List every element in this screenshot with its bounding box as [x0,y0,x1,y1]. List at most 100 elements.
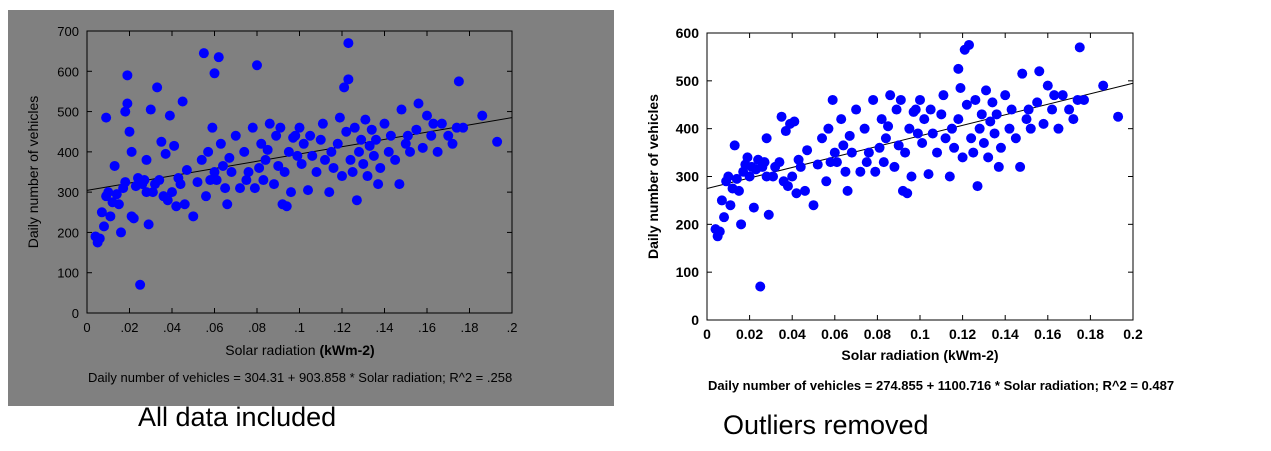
data-point [218,160,228,171]
data-point [919,114,930,125]
data-point [1053,123,1064,134]
data-point [366,124,377,135]
data-point [432,146,443,157]
data-point [925,104,936,115]
y-tick-label: 500 [676,73,700,89]
data-point [761,133,772,144]
data-point [972,181,983,192]
data-point [198,48,209,59]
data-point [976,109,987,120]
data-point [347,167,358,177]
data-point [262,144,273,155]
data-point [1049,90,1060,101]
data-point [985,116,996,127]
data-point [755,281,766,292]
data-point [733,185,744,196]
data-point [281,201,292,212]
data-point [776,111,787,122]
data-point [844,130,855,141]
data-point [113,199,124,210]
data-point [290,130,301,141]
data-point [957,152,968,163]
regression-equation: Daily number of vehicles = 274.855 + 110… [708,378,1174,393]
data-point [889,161,900,172]
data-point [224,152,235,163]
data-point [345,154,356,165]
data-point [296,158,307,169]
data-point [795,161,806,172]
y-tick-label: 200 [57,225,79,240]
data-point [966,133,977,144]
data-point [823,123,834,134]
data-point [821,176,832,187]
data-point [874,142,885,153]
data-point [249,183,260,194]
data-point [164,110,175,121]
data-point [1057,90,1068,101]
data-point [201,191,211,202]
data-point [354,146,364,157]
data-point [122,70,133,81]
data-point [763,209,774,220]
x-tick-label: .12 [333,320,351,335]
x-tick-label: 0.18 [1077,326,1104,342]
data-point [863,147,874,158]
data-point [878,157,889,168]
caption-all-data: All data included [138,402,337,432]
data-point [791,188,802,199]
data-point [802,145,813,156]
data-point [900,147,911,158]
data-point [400,138,411,149]
data-point [156,136,167,147]
data-point [991,109,1002,120]
y-tick-label: 0 [691,312,699,328]
data-point [946,123,957,134]
data-point [759,157,770,168]
y-tick-label: 600 [676,25,700,41]
data-point [356,134,367,145]
data-point [458,122,469,133]
data-point [211,175,222,186]
data-point [923,169,934,180]
data-point [96,207,107,218]
data-point [910,104,921,115]
data-point [368,150,379,161]
data-point [787,171,798,182]
data-point [904,123,915,134]
data-point [283,146,294,157]
data-point [989,128,1000,139]
data-point [1074,42,1085,53]
data-point [264,118,275,129]
data-point [213,52,224,63]
data-point [379,118,390,129]
data-point [320,154,330,165]
data-point [422,110,432,121]
data-point [362,171,373,182]
data-point [1025,123,1036,134]
data-point [808,200,819,211]
data-point [311,167,322,177]
data-point [254,162,265,173]
data-point [271,130,282,141]
data-point [364,140,375,151]
regression-equation: Daily number of vehicles = 304.31 + 903.… [88,370,512,385]
data-point [716,195,727,206]
data-point [286,187,296,198]
data-point [1023,104,1034,115]
data-point [876,114,887,125]
data-point [383,146,394,157]
data-point [239,146,250,157]
x-tick-label: 0.2 [1123,326,1143,342]
data-point [428,118,439,129]
data-point [953,114,964,125]
data-point [1006,104,1017,115]
y-tick-label: 300 [676,169,700,185]
data-point [230,130,241,141]
data-point [993,161,1004,172]
data-point [744,171,755,182]
data-point [215,138,226,149]
x-tick-label: .04 [163,320,181,335]
data-point [861,157,872,168]
data-point [99,221,109,232]
